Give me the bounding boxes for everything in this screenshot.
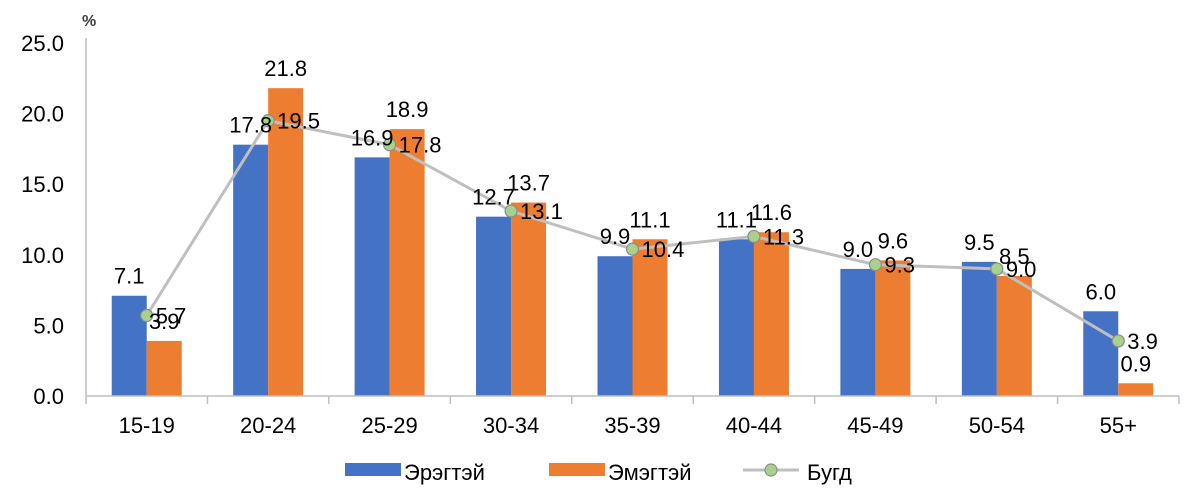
data-label-total: 13.1: [520, 199, 563, 224]
data-label-male: 9.0: [843, 237, 874, 262]
total-marker: [747, 229, 761, 244]
y-tick-label: 5.0: [33, 313, 64, 338]
data-label-total: 9.0: [1006, 257, 1037, 282]
data-label-male: 12.7: [472, 185, 515, 210]
x-tick-label: 25-29: [361, 413, 417, 438]
data-label-female: 13.7: [507, 171, 550, 196]
y-tick-label: 20.0: [21, 102, 64, 127]
total-marker: [140, 308, 154, 323]
total-marker: [261, 114, 275, 128]
bar-male: [961, 261, 997, 396]
x-tick-label: 35-39: [604, 413, 660, 438]
data-label-total: 17.8: [399, 133, 442, 158]
data-label-total: 3.9: [1127, 329, 1158, 354]
total-marker: [1111, 334, 1125, 348]
bar-male: [1083, 311, 1119, 396]
data-label-total: 10.4: [642, 237, 685, 262]
x-tick-label: 55+: [1100, 413, 1137, 438]
data-label-female: 9.6: [878, 228, 909, 253]
bar-female: [875, 260, 911, 396]
x-tick-label: 40-44: [726, 413, 782, 438]
data-label-female: 11.1: [629, 207, 670, 232]
legend-label-female: Эмэгтэй: [608, 460, 692, 485]
y-tick-label: 0.0: [33, 384, 64, 409]
total-marker: [504, 204, 518, 218]
y-tick-label: 10.0: [21, 243, 64, 268]
x-tick-label: 30-34: [483, 413, 539, 438]
bars: [111, 88, 1154, 397]
x-tick-label: 20-24: [240, 413, 296, 438]
bar-female: [511, 202, 547, 396]
bar-male: [840, 268, 876, 396]
legend-label-male: Эрэгтэй: [404, 460, 485, 485]
legend-marker-total: [764, 463, 778, 477]
bar-male: [111, 295, 147, 396]
bar-male: [597, 256, 633, 396]
y-tick-label: 25.0: [21, 31, 64, 56]
legend-label-total: Бугд: [807, 460, 852, 485]
total-marker: [383, 138, 397, 152]
data-label-male: 16.9: [351, 125, 394, 150]
data-label-male: 7.1: [114, 264, 145, 289]
data-label-total: 9.3: [884, 253, 915, 278]
y-tick-label: 15.0: [21, 172, 64, 197]
y-axis-unit-label: %: [82, 13, 96, 30]
total-marker: [990, 262, 1004, 276]
total-marker: [625, 242, 640, 256]
data-label-male: 9.5: [964, 230, 995, 255]
legend: Эрэгтэй Эмэгтэй Бугд: [345, 460, 852, 485]
data-label-total: 19.5: [277, 109, 320, 134]
bar-male: [718, 239, 754, 396]
data-label-female: 8.5: [999, 244, 1030, 269]
bar-female: [268, 88, 304, 397]
bar-female: [996, 275, 1032, 396]
data-labels: 7.13.95.717.821.819.516.918.917.812.713.…: [114, 56, 1158, 376]
bar-female: [389, 129, 425, 396]
data-label-total: 5.7: [156, 304, 187, 329]
legend-swatch-female: [549, 463, 605, 476]
data-label-female: 11.6: [751, 200, 792, 225]
x-tick-label: 15-19: [119, 413, 175, 438]
data-label-male: 11.1: [716, 207, 757, 232]
bar-female: [753, 232, 789, 396]
bar-female: [146, 340, 182, 396]
bar-male: [476, 216, 512, 396]
x-axis: 15-19 20-24 25-29 30-34 35-39 40-44 45-49 50-54…: [85, 38, 1180, 438]
x-tick-label: 45-49: [847, 413, 903, 438]
data-label-female: 21.8: [264, 56, 307, 81]
bar-male: [233, 144, 269, 396]
total-line: [140, 114, 1125, 348]
total-marker: [868, 258, 882, 272]
bar-female: [1118, 383, 1154, 396]
data-label-male: 6.0: [1085, 279, 1116, 304]
data-label-female: 0.9: [1120, 351, 1151, 376]
y-axis: 0.0 5.0 10.0 15.0 20.0 25.0: [21, 31, 64, 409]
bar-female: [632, 239, 668, 396]
legend-swatch-male: [345, 463, 401, 476]
data-label-male: 17.8: [229, 113, 272, 138]
bar-male: [354, 157, 390, 396]
data-label-female: 18.9: [386, 97, 429, 122]
data-label-female: 3.9: [149, 309, 180, 334]
x-tick-label: 50-54: [969, 413, 1025, 438]
data-label-male: 9.9: [600, 224, 631, 249]
data-label-total: 11.3: [763, 224, 804, 249]
